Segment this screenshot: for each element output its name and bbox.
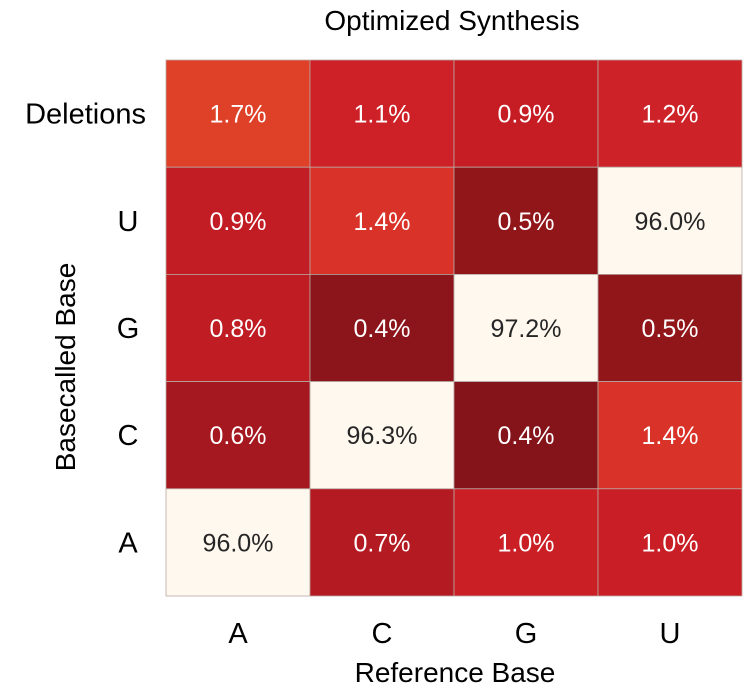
heatmap-cells: 1.7% 1.1% 0.9% 1.2% 0.9% 1.4% 0.5% 96.0% 0.8% 0.4… (165, 59, 743, 597)
y-tick-label: G (117, 313, 140, 345)
heatmap-cell (165, 59, 311, 168)
heatmap-cell (597, 488, 743, 597)
y-tick-label: U (118, 206, 139, 238)
x-tick-label: U (660, 618, 681, 650)
heatmap-cell (309, 381, 455, 490)
x-tick-label: A (228, 618, 248, 650)
heatmap-cell (597, 166, 743, 275)
cell-value-label: 0.4% (354, 315, 411, 343)
heatmap-cell (309, 273, 455, 382)
heatmap-cell (597, 59, 743, 168)
cell-value-label: 1.4% (642, 422, 699, 450)
heatmap-cell (165, 166, 311, 275)
x-tick-label: G (515, 618, 538, 650)
cell-value-label: 0.5% (498, 208, 555, 236)
y-tick-label: A (118, 527, 138, 559)
x-tick-label: C (372, 618, 393, 650)
cell-value-label: 1.2% (642, 101, 699, 129)
cell-value-label: 1.1% (354, 101, 411, 129)
cell-value-label: 0.5% (642, 315, 699, 343)
heatmap-cell (453, 59, 599, 168)
y-tick-labels: Deletions U G C A (25, 99, 146, 560)
heatmap-cell (165, 381, 311, 490)
heatmap-cell (165, 488, 311, 597)
cell-value-label: 96.0% (203, 529, 274, 557)
cell-value-label: 97.2% (491, 315, 562, 343)
heatmap-cell (309, 166, 455, 275)
cell-value-label: 96.3% (347, 422, 418, 450)
cell-value-label: 0.6% (210, 422, 267, 450)
chart-title: Optimized Synthesis (324, 5, 579, 36)
y-tick-label: Deletions (25, 99, 146, 131)
heatmap-cell (597, 381, 743, 490)
heatmap-cell (597, 273, 743, 382)
x-axis-label: Reference Base (355, 657, 556, 688)
heatmap-cell (453, 381, 599, 490)
cell-value-label: 0.8% (210, 315, 267, 343)
heatmap-cell (309, 488, 455, 597)
heatmap-cell (453, 488, 599, 597)
cell-value-label: 0.7% (354, 529, 411, 557)
cell-value-label: 0.9% (498, 101, 555, 129)
cell-value-label: 0.4% (498, 422, 555, 450)
cell-value-label: 1.7% (210, 101, 267, 129)
cell-value-label: 96.0% (635, 208, 706, 236)
cell-value-label: 1.0% (498, 529, 555, 557)
cell-value-label: 1.0% (642, 529, 699, 557)
cell-value-label: 0.9% (210, 208, 267, 236)
cell-value-label: 1.4% (354, 208, 411, 236)
y-tick-label: C (118, 420, 139, 452)
y-axis-label: Basecalled Base (50, 263, 81, 472)
heatmap-cell (309, 59, 455, 168)
heatmap-cell (453, 166, 599, 275)
